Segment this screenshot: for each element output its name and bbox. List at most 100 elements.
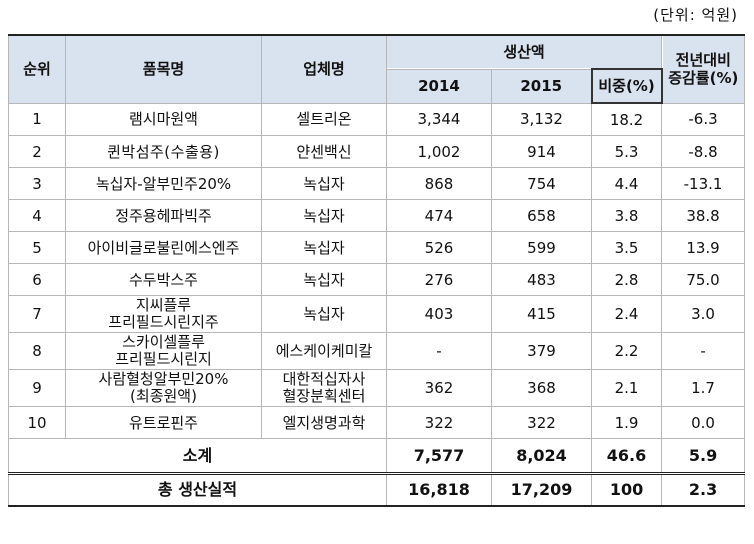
cell-share: 2.4 (590, 295, 663, 333)
cell-share: 2.1 (590, 369, 663, 407)
cell-product-line2: 프리필드시린지 (115, 350, 212, 368)
cell-2014: 362 (386, 369, 492, 407)
cell-rank: 9 (8, 369, 66, 407)
table-body: 1 램시마원액 셀트리온 3,344 3,132 18.2 -6.3 2 퀸박섬… (8, 102, 746, 507)
cell-2014: 474 (386, 199, 492, 232)
cell-rank: 6 (8, 263, 66, 296)
cell-2014: 1,002 (386, 135, 492, 168)
cell-rank: 3 (8, 167, 66, 200)
cell-rank: 7 (8, 295, 66, 333)
cell-company: 얀센백신 (261, 135, 387, 168)
cell-change: -8.8 (661, 135, 746, 168)
cell-company: 녹십자 (261, 263, 387, 296)
subtotal-2014: 7,577 (386, 438, 492, 474)
cell-2014: 3,344 (386, 102, 492, 136)
cell-change: 1.7 (661, 369, 746, 407)
cell-share: 2.2 (590, 332, 663, 370)
cell-product-line1: 스카이셀플루 (122, 333, 205, 351)
cell-2015: 754 (491, 167, 592, 200)
cell-product-line1: 사람혈청알부민20% (98, 370, 229, 388)
cell-rank: 1 (8, 102, 66, 136)
unit-note: (단위: 억원) (653, 6, 738, 24)
cell-share: 1.9 (590, 406, 663, 439)
cell-product: 사람혈청알부민20% (최종원액) (65, 369, 262, 407)
total-2015: 17,209 (491, 472, 592, 507)
cell-2014: 403 (386, 295, 492, 333)
total-share: 100 (590, 472, 663, 507)
subtotal-row: 소계 7,577 8,024 46.6 5.9 (8, 438, 746, 474)
cell-2015: 599 (491, 231, 592, 264)
subtotal-change: 5.9 (661, 438, 746, 474)
header-product: 품목명 (65, 34, 262, 104)
cell-2014: - (386, 332, 492, 370)
total-2014: 16,818 (386, 472, 492, 507)
table-row: 9 사람혈청알부민20% (최종원액) 대한적십자사 혈장분획센터 362 36… (8, 369, 746, 407)
cell-product: 퀸박섬주(수출용) (65, 135, 262, 168)
header-change-line1: 전년대비 (675, 51, 731, 70)
table-row: 10 유트로핀주 엘지생명과학 322 322 1.9 0.0 (8, 406, 746, 439)
cell-company: 에스케이케미칼 (261, 332, 387, 370)
cell-2015: 415 (491, 295, 592, 333)
production-table: 순위 품목명 업체명 생산액 전년대비 증감률(%) 2014 2015 비중(… (8, 34, 746, 507)
cell-product: 지씨플루 프리필드시린지주 (65, 295, 262, 333)
cell-share: 3.5 (590, 231, 663, 264)
subtotal-label: 소계 (8, 438, 387, 474)
cell-product: 녹십자-알부민주20% (65, 167, 262, 200)
table-row: 2 퀸박섬주(수출용) 얀센백신 1,002 914 5.3 -8.8 (8, 135, 746, 168)
cell-share: 18.2 (590, 102, 663, 136)
header-year-2014: 2014 (386, 68, 492, 104)
table-row: 3 녹십자-알부민주20% 녹십자 868 754 4.4 -13.1 (8, 167, 746, 200)
cell-product: 수두박스주 (65, 263, 262, 296)
cell-2014: 276 (386, 263, 492, 296)
cell-change: 13.9 (661, 231, 746, 264)
total-row: 총 생산실적 16,818 17,209 100 2.3 (8, 472, 746, 507)
header-rank: 순위 (8, 34, 66, 104)
cell-change: 75.0 (661, 263, 746, 296)
cell-company: 녹십자 (261, 295, 387, 333)
cell-product-line2: 프리필드시린지주 (108, 313, 219, 331)
cell-2015: 322 (491, 406, 592, 439)
cell-product: 램시마원액 (65, 102, 262, 136)
cell-company: 녹십자 (261, 167, 387, 200)
cell-2015: 483 (491, 263, 592, 296)
table-header: 순위 품목명 업체명 생산액 전년대비 증감률(%) 2014 2015 비중(… (8, 34, 746, 104)
cell-product: 스카이셀플루 프리필드시린지 (65, 332, 262, 370)
cell-change: 3.0 (661, 295, 746, 333)
header-production: 생산액 (385, 34, 663, 70)
cell-2015: 658 (491, 199, 592, 232)
cell-rank: 5 (8, 231, 66, 264)
cell-rank: 8 (8, 332, 66, 370)
cell-change: 38.8 (661, 199, 746, 232)
cell-rank: 2 (8, 135, 66, 168)
header-change: 전년대비 증감률(%) (661, 34, 746, 104)
header-change-line2: 증감률(%) (668, 69, 739, 88)
cell-2014: 322 (386, 406, 492, 439)
cell-company: 녹십자 (261, 199, 387, 232)
cell-product: 정주용헤파빅주 (65, 199, 262, 232)
cell-share: 2.8 (590, 263, 663, 296)
total-label: 총 생산실적 (8, 472, 387, 507)
subtotal-2015: 8,024 (491, 438, 592, 474)
table-row: 6 수두박스주 녹십자 276 483 2.8 75.0 (8, 263, 746, 296)
table-row: 1 램시마원액 셀트리온 3,344 3,132 18.2 -6.3 (8, 102, 746, 136)
cell-change: -13.1 (661, 167, 746, 200)
cell-company: 엘지생명과학 (261, 406, 387, 439)
cell-change: -6.3 (661, 102, 746, 136)
cell-2015: 379 (491, 332, 592, 370)
cell-company: 녹십자 (261, 231, 387, 264)
cell-2014: 526 (386, 231, 492, 264)
cell-2015: 914 (491, 135, 592, 168)
cell-2015: 3,132 (491, 102, 592, 136)
cell-2014: 868 (386, 167, 492, 200)
cell-change: 0.0 (661, 406, 746, 439)
total-change: 2.3 (661, 472, 746, 507)
cell-company: 셀트리온 (261, 102, 387, 136)
table-row: 8 스카이셀플루 프리필드시린지 에스케이케미칼 - 379 2.2 - (8, 332, 746, 370)
cell-2015: 368 (491, 369, 592, 407)
header-year-2015: 2015 (491, 68, 592, 104)
table-row: 7 지씨플루 프리필드시린지주 녹십자 403 415 2.4 3.0 (8, 295, 746, 333)
header-share: 비중(%) (590, 68, 663, 104)
cell-product-line2: (최종원액) (130, 387, 197, 405)
cell-product-line1: 지씨플루 (135, 296, 192, 314)
subtotal-share: 46.6 (590, 438, 663, 474)
